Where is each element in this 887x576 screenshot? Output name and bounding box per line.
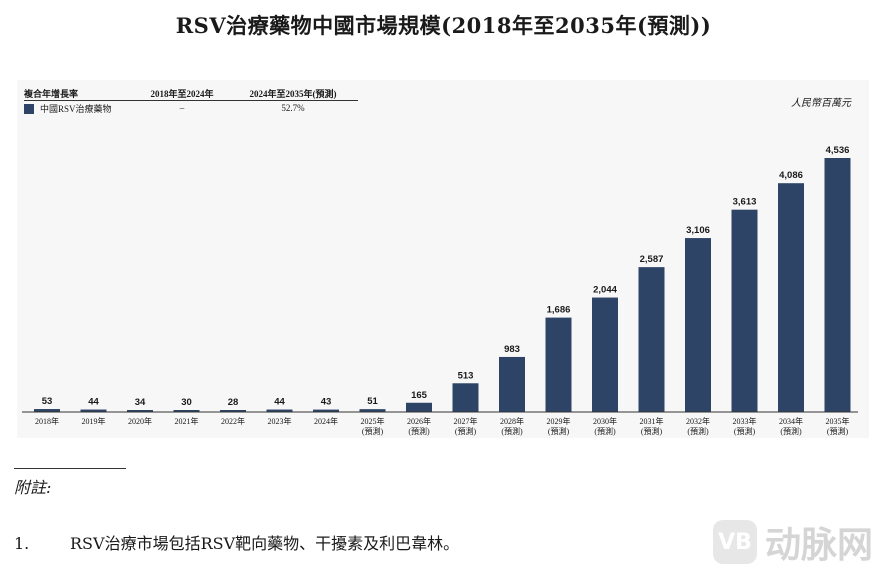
legend-series-name: 中國RSV治療藥物: [40, 103, 112, 114]
x-tick-label: (預測): [548, 426, 570, 436]
x-tick-label: 2018年: [35, 416, 59, 426]
data-label: 983: [504, 344, 520, 355]
bar: [638, 267, 665, 412]
bar: [80, 409, 107, 412]
chart-panel: [17, 80, 869, 438]
bar: [359, 409, 386, 412]
cagr-series-cell: 中國RSV治療藥物: [24, 102, 136, 115]
x-tick-label: 2020年: [128, 416, 152, 426]
x-tick-label: 2025年: [361, 416, 385, 426]
cagr-header-period-2: 2024年至2035年(預測): [249, 88, 337, 99]
x-tick-label: (預測): [734, 426, 756, 436]
x-tick-label: 2024年: [314, 416, 338, 426]
data-label: 4,536: [826, 145, 850, 156]
data-label: 51: [367, 396, 378, 407]
data-label: 34: [135, 397, 146, 408]
data-label: 44: [274, 397, 285, 408]
data-label: 165: [411, 390, 428, 401]
x-tick-label: 2019年: [82, 416, 106, 426]
footnote-number: 1.: [14, 534, 30, 553]
watermark: VB 动脉网: [712, 516, 873, 568]
x-tick-label: 2031年: [640, 416, 664, 426]
data-label: 43: [321, 397, 332, 408]
cagr-value-2024-2035: 52.7%: [281, 103, 305, 113]
cagr-table: 複合年增長率 2018年至2024年 2024年至2035年(預測) 中國RSV…: [24, 86, 358, 115]
cagr-data-row: 中國RSV治療藥物 – 52.7%: [24, 101, 358, 115]
footnote-divider: [14, 468, 126, 469]
data-label: 2,044: [593, 285, 617, 296]
footnote-item: 1. RSV治療市場包括RSV靶向藥物、干擾素及利巴韋林。: [14, 530, 459, 554]
x-tick-label: 2026年: [407, 416, 431, 426]
x-tick-label: 2029年: [547, 416, 571, 426]
cagr-header-label: 複合年增長率: [24, 88, 79, 99]
footnote-title: 附註:: [14, 478, 52, 497]
bar: [220, 410, 246, 412]
bar: [545, 317, 572, 412]
watermark-logo-icon: VB: [712, 520, 757, 564]
bar: [406, 402, 432, 412]
data-label: 28: [228, 397, 239, 408]
x-tick-label: (預測): [594, 426, 616, 436]
x-tick-label: (預測): [780, 426, 802, 436]
data-label: 44: [88, 397, 99, 408]
x-tick-label: 2035年: [826, 416, 850, 426]
legend-swatch: [24, 104, 34, 115]
x-tick-label: 2027年: [454, 416, 478, 426]
bar: [731, 209, 758, 412]
x-tick-label: (預測): [408, 426, 430, 436]
data-label: 2,587: [640, 254, 664, 265]
bar: [266, 409, 293, 412]
bar: [173, 410, 200, 412]
cagr-header-period-1: 2018年至2024年: [150, 88, 214, 99]
x-tick-label: (預測): [641, 426, 663, 436]
data-label: 53: [42, 396, 53, 407]
x-tick-label: 2022年: [221, 416, 245, 426]
data-label: 513: [458, 370, 474, 381]
bar: [592, 297, 618, 412]
bar: [778, 183, 804, 412]
bar: [452, 383, 479, 412]
x-tick-label: (預測): [687, 426, 709, 436]
x-tick-label: 2034年: [779, 416, 803, 426]
unit-label: 人民幣百萬元: [791, 98, 851, 109]
chart-title: RSV治療藥物中國市場規模(2018年至2035年(預測)): [175, 13, 712, 38]
x-tick-label: 2032年: [686, 416, 710, 426]
data-label: 1,686: [547, 305, 571, 316]
data-label: 3,613: [733, 197, 757, 208]
x-tick-label: (預測): [362, 426, 384, 436]
bar: [34, 409, 60, 412]
x-tick-label: 2030年: [593, 416, 617, 426]
data-label: 3,106: [686, 225, 710, 236]
x-tick-label: 2028年: [500, 416, 524, 426]
cagr-value-2018-2024: –: [179, 103, 185, 113]
bar: [824, 158, 851, 412]
footnote-text: RSV治療市場包括RSV靶向藥物、干擾素及利巴韋林。: [70, 534, 460, 553]
bar: [313, 409, 339, 412]
data-label: 4,086: [779, 170, 803, 181]
bar: [499, 356, 525, 412]
x-tick-label: 2021年: [175, 416, 199, 426]
x-tick-label: 2033年: [733, 416, 757, 426]
x-tick-label: (預測): [827, 426, 849, 436]
x-tick-label: (預測): [455, 426, 477, 436]
bar: [127, 410, 153, 412]
data-label: 30: [181, 397, 192, 408]
watermark-text: 动脉网: [764, 525, 873, 566]
bar: [685, 238, 711, 412]
cagr-header-row: 複合年增長率 2018年至2024年 2024年至2035年(預測): [24, 86, 358, 101]
x-tick-label: 2023年: [268, 416, 292, 426]
x-tick-label: (預測): [501, 426, 523, 436]
